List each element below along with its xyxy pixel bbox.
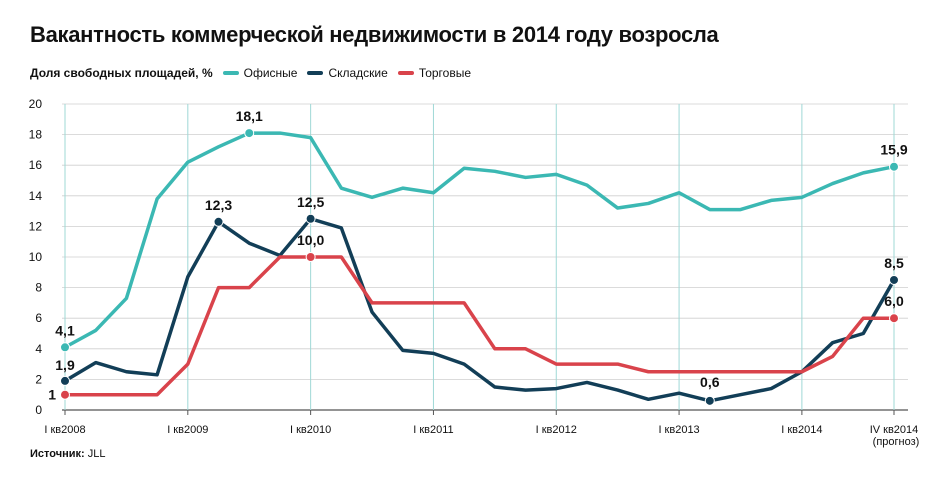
data-point-retail bbox=[60, 389, 70, 400]
data-label-office: 4,1 bbox=[55, 322, 75, 338]
y-tick-label: 16 bbox=[29, 158, 43, 172]
y-tick-label: 14 bbox=[29, 189, 43, 203]
y-tick-label: 20 bbox=[29, 97, 43, 111]
data-label-retail: 6,0 bbox=[884, 293, 904, 309]
data-label-warehouse: 0,6 bbox=[700, 374, 720, 390]
legend-swatch-office bbox=[222, 71, 239, 75]
data-label-warehouse: 12,5 bbox=[297, 194, 324, 210]
data-point-warehouse bbox=[60, 375, 70, 386]
legend-item-retail: Торговые bbox=[397, 66, 472, 80]
data-label-warehouse: 1,9 bbox=[55, 357, 75, 373]
chart-title: Вакантность коммерческой недвижимости в … bbox=[30, 22, 719, 47]
data-point-warehouse bbox=[704, 395, 715, 406]
x-tick-label: I кв2011 bbox=[413, 424, 453, 436]
y-tick-label: 4 bbox=[35, 342, 42, 356]
data-point-warehouse bbox=[305, 213, 316, 224]
legend-swatch-retail bbox=[397, 71, 414, 75]
source-note: Источник: JLL bbox=[30, 448, 106, 460]
data-point-retail bbox=[889, 313, 899, 324]
data-point-office bbox=[244, 128, 255, 139]
y-tick-label: 10 bbox=[29, 250, 43, 264]
legend-swatch-warehouse bbox=[307, 71, 324, 75]
series-line-retail bbox=[63, 255, 896, 397]
x-tick-label: I кв2009 bbox=[167, 424, 208, 436]
data-label-warehouse: 8,5 bbox=[884, 255, 904, 271]
legend-label-office: Офисные bbox=[243, 66, 298, 80]
y-tick-label: 6 bbox=[35, 311, 42, 325]
x-tick-label: I кв2014 bbox=[781, 424, 822, 436]
data-point-warehouse bbox=[889, 274, 899, 285]
data-point-office bbox=[889, 161, 899, 172]
legend-label-warehouse: Складские bbox=[328, 66, 388, 80]
data-point-retail bbox=[305, 252, 316, 262]
data-point-office bbox=[60, 342, 70, 353]
x-tick-label: IV кв2014 bbox=[870, 424, 919, 436]
series-line-warehouse bbox=[63, 217, 896, 403]
data-label-office: 15,9 bbox=[880, 142, 907, 158]
data-label-warehouse: 12,3 bbox=[205, 197, 232, 213]
x-tick-label: I кв2013 bbox=[658, 424, 699, 436]
y-tick-label: 12 bbox=[29, 219, 43, 233]
legend-label-retail: Торговые bbox=[418, 66, 472, 80]
data-label-retail: 10,0 bbox=[297, 232, 324, 248]
data-label-retail: 1 bbox=[48, 387, 56, 403]
data-label-office: 18,1 bbox=[236, 108, 263, 124]
y-tick-label: 18 bbox=[29, 128, 43, 142]
y-tick-label: 2 bbox=[35, 372, 42, 386]
legend-item-warehouse: Складские bbox=[307, 66, 388, 80]
legend-item-office: Офисные bbox=[222, 66, 298, 80]
source-label: Источник: bbox=[30, 448, 85, 460]
legend: Доля свободных площадей, % Офисные Склад… bbox=[30, 66, 481, 80]
x-tick-sublabel: (прогноз) bbox=[873, 436, 920, 448]
series-line-office bbox=[63, 131, 896, 350]
x-tick-label: I кв2010 bbox=[290, 424, 331, 436]
x-tick-label: I кв2012 bbox=[536, 424, 577, 436]
y-tick-label: 0 bbox=[35, 403, 42, 417]
data-point-warehouse bbox=[213, 216, 224, 227]
y-tick-label: 8 bbox=[35, 281, 42, 295]
x-tick-label: I кв2008 bbox=[44, 424, 85, 436]
legend-caption: Доля свободных площадей, % bbox=[30, 66, 213, 80]
source-value: JLL bbox=[87, 448, 106, 460]
